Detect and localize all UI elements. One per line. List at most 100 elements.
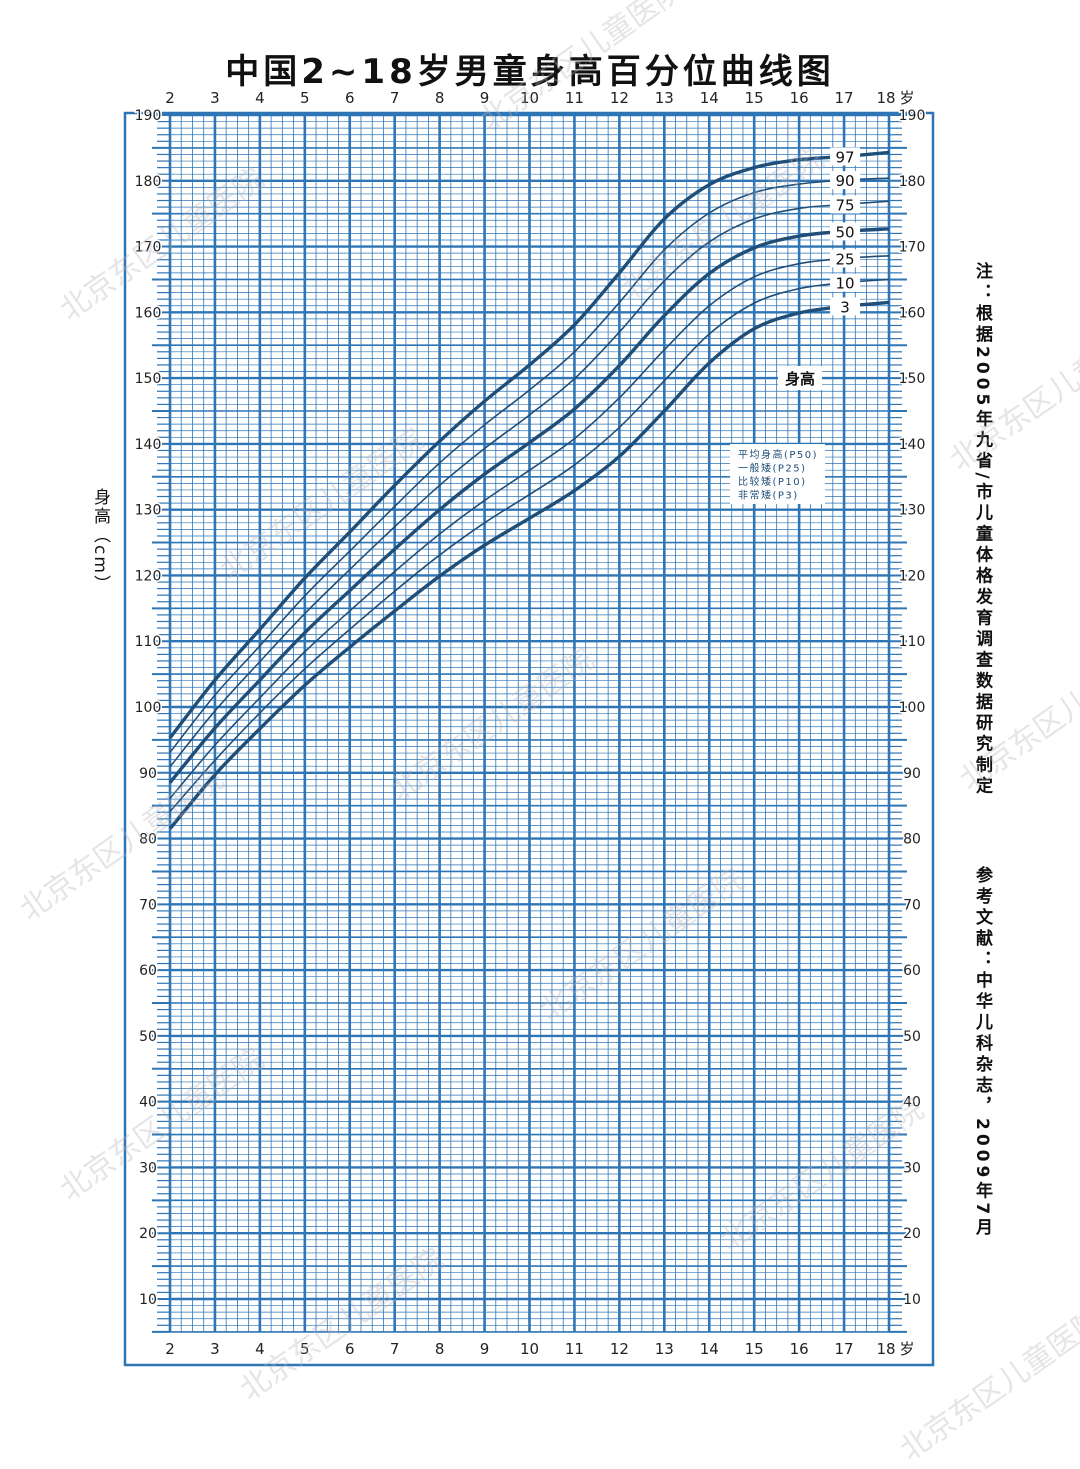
y-tick-label-right: 140	[899, 437, 926, 453]
y-tick-label-right: 110	[899, 634, 926, 650]
curve-label-p90: 90	[836, 172, 855, 190]
y-tick-label-right: 150	[899, 371, 926, 387]
y-tick-label-right: 120	[899, 568, 926, 584]
source-note: 注：根据2005年九省/市儿童体格发育调查数据研究制定	[972, 262, 992, 798]
x-tick-label-bottom: 8	[435, 1340, 445, 1358]
x-tick-label-bottom: 12	[610, 1340, 629, 1358]
y-tick-label-right: 130	[899, 503, 926, 519]
y-tick-label-left: 140	[135, 437, 162, 453]
x-tick-label-top: 12	[610, 89, 629, 107]
x-tick-label-bottom: 14	[700, 1340, 719, 1358]
y-tick-label-right: 100	[899, 700, 926, 716]
y-tick-label-right: 50	[903, 1029, 921, 1045]
curve-label-p10: 10	[836, 275, 855, 293]
y-tick-label-right: 180	[899, 174, 926, 190]
x-tick-label-bottom: 13	[655, 1340, 674, 1358]
y-tick-label-right: 90	[903, 766, 921, 782]
y-tick-label-left: 170	[135, 240, 162, 256]
chart-frame	[123, 111, 935, 1367]
legend-item: 非常矮(P3)	[738, 489, 799, 502]
legend-item: 比较矮(P10)	[738, 475, 807, 488]
curve-p90	[169, 177, 890, 753]
x-tick-label-top: 11	[565, 89, 584, 107]
curve-label-bg	[830, 222, 861, 241]
y-tick-label-left: 50	[139, 1029, 157, 1045]
x-tick-label-top: 2	[165, 89, 175, 107]
x-tick-label-top: 15	[745, 89, 764, 107]
curve-label-bg	[830, 297, 861, 316]
reference-note: 参考文献：中华儿科杂志，2009年7月	[972, 866, 992, 1240]
y-tick-label-right: 80	[903, 832, 921, 848]
height-label: 身高	[785, 370, 815, 388]
y-axis-label: 身高（cm）	[90, 488, 110, 594]
x-tick-label-bottom: 6	[345, 1340, 355, 1358]
x-tick-label-top: 6	[345, 89, 355, 107]
y-tick-label-right: 60	[903, 963, 921, 979]
legend-box	[730, 444, 825, 504]
curve-label-bg	[830, 273, 861, 292]
y-tick-label-left: 180	[135, 174, 162, 190]
x-tick-label-bottom: 5	[300, 1340, 310, 1358]
x-tick-label-top: 3	[210, 89, 220, 107]
y-tick-label-right: 190	[899, 108, 926, 124]
legend-item: 平均身高(P50)	[738, 448, 818, 461]
y-tick-label-right: 20	[903, 1226, 921, 1242]
y-tick-label-right: 40	[903, 1095, 921, 1111]
x-tick-label-top: 16	[790, 89, 809, 107]
y-tick-label-left: 20	[139, 1226, 157, 1242]
y-tick-label-left: 10	[139, 1292, 157, 1308]
y-tick-label-left: 160	[135, 305, 162, 321]
percentile-curves: 97 90 75 50 25 10 3	[168, 147, 890, 830]
x-tick-label-top: 10	[520, 89, 539, 107]
chart-title: 中国2~18岁男童身高百分位曲线图	[225, 52, 835, 92]
height-label-bg	[778, 366, 822, 390]
y-tick-label-left: 120	[135, 568, 162, 584]
grid	[152, 113, 907, 1333]
y-tick-label-left: 110	[135, 634, 162, 650]
y-tick-label-left: 100	[135, 700, 162, 716]
y-tick-label-left: 190	[135, 108, 162, 124]
y-tick-label-left: 70	[139, 897, 157, 913]
y-tick-label-left: 150	[135, 371, 162, 387]
x-tick-label-bottom: 16	[790, 1340, 809, 1358]
x-tick-label-bottom: 2	[165, 1340, 175, 1358]
curve-p3	[168, 300, 890, 830]
y-tick-label-left: 30	[139, 1160, 157, 1176]
x-tick-label-bottom: 11	[565, 1340, 584, 1358]
curve-label-p75: 75	[836, 196, 855, 214]
x-tick-label-top: 17	[835, 89, 854, 107]
y-tick-label-right: 30	[903, 1160, 921, 1176]
x-tick-label-bottom: 18	[876, 1340, 895, 1358]
y-tick-label-right: 160	[899, 305, 926, 321]
x-tick-label-top: 5	[300, 89, 310, 107]
x-unit-top: 岁	[899, 89, 914, 107]
y-tick-label-left: 80	[139, 832, 157, 848]
curve-label-bg	[830, 171, 861, 190]
x-tick-label-top: 9	[480, 89, 490, 107]
x-tick-label-top: 14	[700, 89, 719, 107]
curve-label-bg	[830, 249, 861, 268]
legend-item: 一般矮(P25)	[738, 462, 807, 475]
curve-p25	[169, 254, 890, 799]
curve-label-p25: 25	[836, 250, 855, 268]
y-tick-label-right: 10	[903, 1292, 921, 1308]
x-tick-label-top: 7	[390, 89, 400, 107]
growth-chart: 10 10 20 20 30 30 40 40 50 50 60 60 70 70 80 80 90 90 100 1…	[123, 89, 935, 1367]
y-tick-label-right: 70	[903, 897, 921, 913]
x-tick-label-bottom: 15	[745, 1340, 764, 1358]
x-tick-label-bottom: 9	[480, 1340, 490, 1358]
y-tick-label-left: 40	[139, 1095, 157, 1111]
x-unit-bottom: 岁	[899, 1340, 914, 1358]
curve-label-p50: 50	[836, 223, 855, 241]
y-tick-label-left: 130	[135, 503, 162, 519]
curve-label-p97: 97	[836, 148, 855, 166]
curve-p10	[169, 278, 890, 813]
curve-label-p3: 3	[840, 298, 850, 316]
x-tick-label-bottom: 17	[835, 1340, 854, 1358]
x-tick-label-top: 13	[655, 89, 674, 107]
x-tick-label-bottom: 10	[520, 1340, 539, 1358]
curve-p75	[169, 200, 890, 768]
x-tick-label-top: 8	[435, 89, 445, 107]
x-tick-label-bottom: 4	[255, 1340, 265, 1358]
y-tick-label-left: 90	[139, 766, 157, 782]
